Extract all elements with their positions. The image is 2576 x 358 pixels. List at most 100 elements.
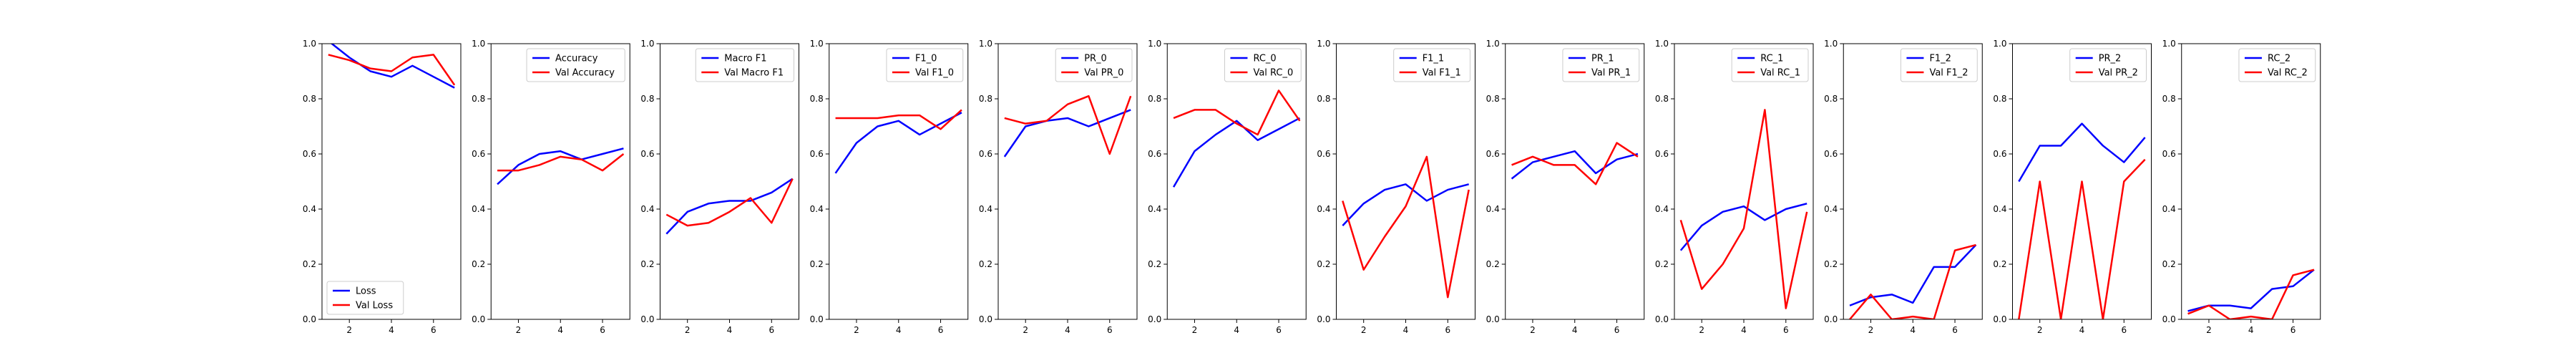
chart-10-legend-box [1900, 48, 1978, 82]
chart-6-line-rc-0 [1172, 117, 1301, 188]
chart-4-line-f1-0 [834, 112, 962, 174]
chart-8-axes: 0.0 0.2 0.4 0.6 0.8 1.0 2 4 6 PR_1 Val PR_1 [1486, 39, 1645, 335]
chart-7-legend-box [1393, 48, 1470, 82]
chart-1-xtick-label: 4 [389, 325, 394, 335]
chart-11-ytick-label: 0.6 [1993, 149, 2006, 159]
chart-12-frame [2181, 43, 2321, 320]
chart-10-frame [1843, 43, 1983, 320]
chart-8-ytick-label: 0.2 [1486, 259, 1500, 269]
chart-6-xtick-label: 2 [1192, 325, 1198, 335]
chart-9-legend-label-val-rc-1: Val RC_1 [1760, 68, 1800, 79]
chart-6-frame [1166, 43, 1307, 320]
chart-9-ytick-label: 0.0 [1655, 314, 1669, 324]
chart-12-xtick-label: 6 [2290, 325, 2296, 335]
chart-8-xtick-label: 6 [1614, 325, 1620, 335]
chart-8-legend-label-pr-1: PR_1 [1591, 54, 1614, 64]
chart-8-ytick-label: 1.0 [1486, 39, 1500, 49]
chart-6-ytick-label: 0.0 [1148, 314, 1161, 324]
chart-5-line-pr-0 [1003, 109, 1131, 158]
chart-3-legend-label-val-macro-f1: Val Macro F1 [724, 68, 784, 79]
chart-2-ytick-label: 0.2 [472, 259, 485, 269]
chart-12-line-val-rc-2 [2187, 268, 2315, 319]
chart-1-legend-label-loss: Loss [356, 286, 376, 297]
chart-4-legend-label-f1-0: F1_0 [915, 54, 937, 64]
chart-6-xtick-label: 6 [1276, 325, 1282, 335]
chart-12-ytick-label: 0.6 [2162, 149, 2176, 159]
chart-6-axes: 0.0 0.2 0.4 0.6 0.8 1.0 2 4 6 RC_0 Val RC_0 [1148, 39, 1307, 335]
chart-12-legend-box [2238, 48, 2316, 82]
chart-9-ytick-label: 0.8 [1655, 94, 1669, 104]
chart-3-xtick-label: 6 [769, 325, 774, 335]
chart-4-ytick-label: 0.6 [810, 149, 824, 159]
chart-7-axes: 0.0 0.2 0.4 0.6 0.8 1.0 2 4 6 F1_1 Val F1_1 [1317, 39, 1475, 335]
chart-11-ytick-label: 0.0 [1993, 314, 2006, 324]
chart-3-ytick-label: 0.2 [640, 259, 654, 269]
chart-3-ytick-label: 1.0 [640, 39, 654, 49]
chart-5-ytick-label: 0.4 [979, 204, 992, 214]
chart-1-xtick-label: 6 [431, 325, 436, 335]
chart-6-legend-label-val-rc-0: Val RC_0 [1253, 68, 1293, 79]
chart-2-xtick-label: 2 [516, 325, 522, 335]
chart-6-line-val-rc-0 [1173, 90, 1301, 136]
chart-8-ytick-label: 0.8 [1486, 94, 1500, 104]
chart-11-legend-label-pr-2: PR_2 [2099, 54, 2122, 64]
chart-9-ytick-label: 1.0 [1655, 39, 1669, 49]
chart-1-ytick-label: 0.0 [303, 314, 316, 324]
chart-10-xtick-label: 6 [1952, 325, 1958, 335]
chart-1-axes: 0.0 0.2 0.4 0.6 0.8 1.0 2 4 6 Loss Val Loss [303, 39, 462, 335]
chart-7-ytick-label: 0.0 [1317, 314, 1330, 324]
chart-6-ytick-label: 0.2 [1148, 259, 1161, 269]
chart-10-xtick-label: 2 [1868, 325, 1874, 335]
chart-6-xtick-label: 4 [1234, 325, 1239, 335]
chart-5-xtick-label: 4 [1065, 325, 1070, 335]
chart-7-ytick-label: 1.0 [1317, 39, 1330, 49]
chart-9-legend-label-rc-1: RC_1 [1760, 54, 1783, 64]
chart-2-line-val-accuracy [497, 153, 625, 172]
chart-3-line-macro-f1 [665, 178, 794, 235]
chart-9-ytick-label: 0.6 [1655, 149, 1669, 159]
chart-5-ytick-label: 1.0 [979, 39, 992, 49]
chart-2-legend-label-accuracy: Accuracy [555, 54, 598, 64]
chart-5-frame [997, 43, 1138, 320]
chart-1-legend-box [326, 281, 404, 315]
chart-5-line-val-pr-0 [1004, 95, 1132, 155]
chart-7-ytick-label: 0.4 [1317, 204, 1330, 214]
chart-6-legend-box [1224, 48, 1302, 82]
chart-7-ytick-label: 0.2 [1317, 259, 1330, 269]
chart-3-axes: 0.0 0.2 0.4 0.6 0.8 1.0 2 4 6 Macro F1 Val Macro F… [640, 39, 799, 335]
chart-1-ytick-label: 1.0 [303, 39, 316, 49]
chart-9-ytick-label: 0.4 [1655, 204, 1669, 214]
chart-2-legend: Accuracy Val Accuracy [526, 48, 625, 82]
chart-5-legend: PR_0 Val PR_0 [1055, 48, 1133, 82]
chart-1-frame [321, 43, 462, 320]
chart-3-ytick-label: 0.8 [640, 94, 654, 104]
chart-12-ytick-label: 0.0 [2162, 314, 2176, 324]
chart-1-xtick-label: 2 [346, 325, 352, 335]
chart-10-legend-label-val-f1-2: Val F1_2 [1929, 68, 1968, 79]
chart-7-legend-label-f1-1: F1_1 [1423, 54, 1445, 64]
chart-1-line-val-loss [328, 54, 456, 86]
chart-4-legend-label-val-f1-0: Val F1_0 [915, 68, 954, 79]
chart-4-ytick-label: 1.0 [810, 39, 824, 49]
chart-1-ytick-label: 0.6 [303, 149, 316, 159]
chart-12-legend-label-rc-2: RC_2 [2268, 54, 2290, 64]
chart-10-axes: 0.0 0.2 0.4 0.6 0.8 1.0 2 4 6 F1_2 Val F1_2 [1824, 39, 1983, 335]
chart-3-line-val-macro-f1 [665, 178, 794, 227]
chart-4-ytick-label: 0.2 [810, 259, 824, 269]
chart-10-line-f1-2 [1849, 244, 1977, 306]
chart-5-xtick-label: 6 [1107, 325, 1113, 335]
chart-9-xtick-label: 6 [1783, 325, 1789, 335]
chart-11-legend: PR_2 Val PR_2 [2069, 48, 2147, 82]
chart-3-legend: Macro F1 Val Macro F1 [695, 48, 794, 82]
chart-7-xtick-label: 2 [1361, 325, 1367, 335]
chart-2-legend-box [526, 48, 625, 82]
chart-1-ytick-label: 0.2 [303, 259, 316, 269]
chart-12-xtick-label: 2 [2206, 325, 2212, 335]
chart-4-axes: 0.0 0.2 0.4 0.6 0.8 1.0 2 4 6 F1_0 Val F1_0 [810, 39, 969, 335]
chart-11-xtick-label: 2 [2037, 325, 2043, 335]
chart-3-legend-label-macro-f1: Macro F1 [724, 54, 766, 64]
chart-8-frame [1505, 43, 1645, 320]
chart-5-legend-label-val-pr-0: Val PR_0 [1084, 68, 1123, 79]
chart-12-ytick-label: 1.0 [2162, 39, 2176, 49]
chart-10-ytick-label: 1.0 [1824, 39, 1838, 49]
